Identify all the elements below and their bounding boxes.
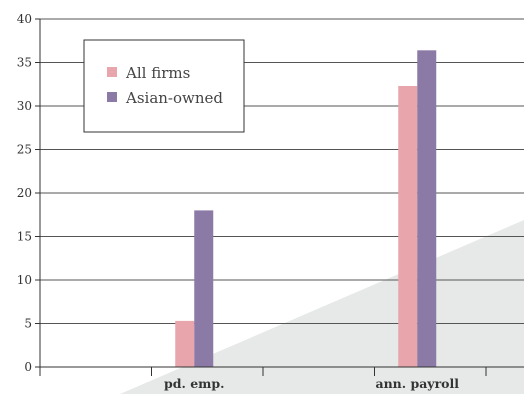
legend-label-all-firms: All firms bbox=[125, 64, 190, 82]
y-tick-label: 35 bbox=[17, 56, 32, 70]
y-tick-label: 0 bbox=[24, 360, 32, 374]
legend-label-asian-owned: Asian-owned bbox=[125, 89, 223, 107]
bar-all-firms bbox=[175, 320, 195, 367]
y-tick-label: 40 bbox=[17, 12, 32, 26]
legend-swatch-all-firms bbox=[107, 67, 117, 77]
y-tick-label: 25 bbox=[17, 143, 32, 157]
y-tick-label: 5 bbox=[24, 317, 32, 331]
x-tick-label: ann. payroll bbox=[375, 376, 459, 391]
background-shape bbox=[120, 220, 524, 394]
bar-asian-owned bbox=[194, 210, 214, 367]
y-axis: 0 5 10 15 20 25 30 35 40 bbox=[17, 12, 40, 374]
legend-box bbox=[83, 39, 245, 133]
bar-asian-owned bbox=[417, 50, 437, 367]
legend: All firms Asian-owned bbox=[83, 39, 245, 133]
x-axis: pd. emp. ann. payroll bbox=[39, 19, 524, 391]
y-tick-label: 20 bbox=[17, 186, 32, 200]
bars bbox=[175, 50, 437, 368]
x-tick-label: pd. emp. bbox=[164, 376, 224, 391]
y-tick-label: 15 bbox=[17, 230, 32, 244]
bar-all-firms bbox=[398, 85, 418, 368]
y-tick-label: 30 bbox=[17, 99, 32, 113]
y-tick-label: 10 bbox=[17, 273, 32, 287]
legend-swatch-asian-owned bbox=[107, 92, 117, 102]
